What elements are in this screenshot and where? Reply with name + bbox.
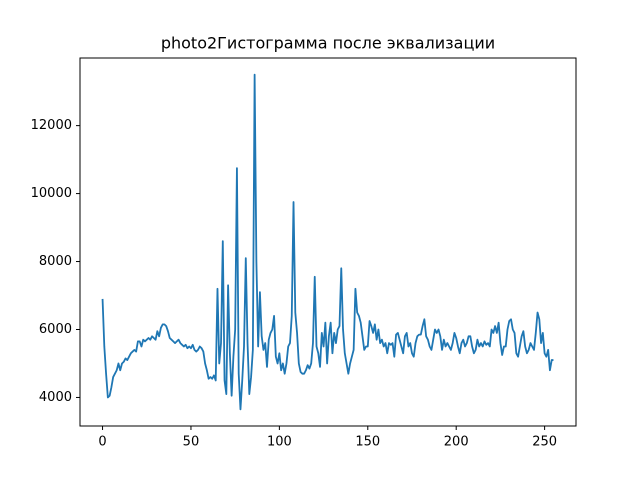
chart-title: photo2Гистограмма после эквализации: [161, 34, 495, 53]
x-tick-label: 150: [355, 435, 380, 450]
x-tick-label: 0: [98, 435, 106, 450]
x-tick-label: 100: [267, 435, 292, 450]
y-tick-label: 10000: [31, 186, 72, 201]
y-tick-label: 6000: [39, 322, 72, 337]
y-tick-label: 8000: [39, 254, 72, 269]
y-tick-label: 12000: [31, 118, 72, 133]
data-line: [101, 73, 554, 411]
x-tick-label: 50: [183, 435, 200, 450]
x-tick-label: 250: [532, 435, 557, 450]
axes-frame: [79, 57, 577, 427]
plot-area: [101, 73, 554, 411]
x-tick-label: 200: [444, 435, 469, 450]
y-tick-label: 4000: [39, 390, 72, 405]
